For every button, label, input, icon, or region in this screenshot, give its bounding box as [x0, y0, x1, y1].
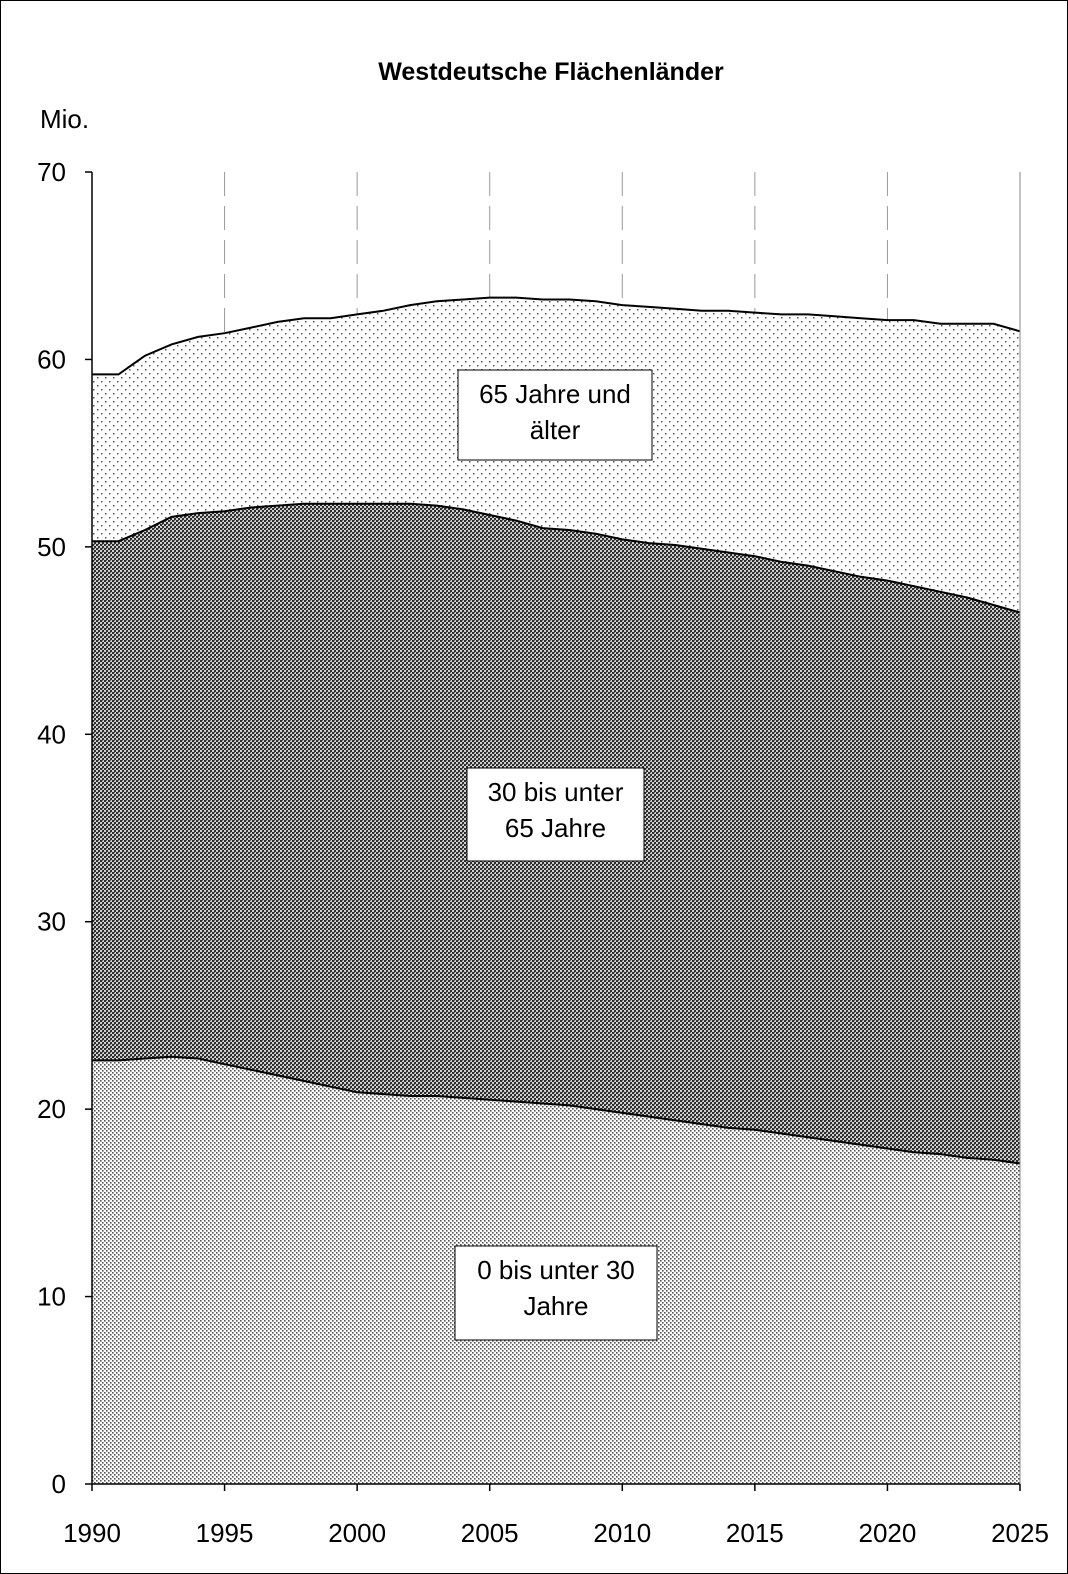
x-tick-label-2015: 2015 [726, 1518, 784, 1548]
x-tick-label-1990: 1990 [63, 1518, 121, 1548]
y-tick-label-60: 60 [37, 344, 66, 374]
area-label-2-line-1: 30 bis unter [488, 777, 624, 807]
area-label-3-line-1: 0 bis unter 30 [477, 1255, 635, 1285]
area-boundary-lines [92, 296, 1021, 1165]
series-boundary-line-3 [92, 296, 1021, 376]
axes: 0 10 20 30 40 50 60 70 1990 1995 2000 2005 2010 2015 2… [37, 157, 1049, 1548]
y-axis-unit-label: Mio. [40, 104, 89, 134]
series-boundary-line-2 [92, 502, 1021, 614]
y-tick-label-40: 40 [37, 719, 66, 749]
y-tick-label-50: 50 [37, 532, 66, 562]
area-label-1-line-1: 65 Jahre und [479, 379, 631, 409]
x-tick-label-1995: 1995 [196, 1518, 254, 1548]
area-label-box-3 [454, 1245, 658, 1341]
area-label-2: 30 bis unter 65 Jahre [466, 767, 645, 862]
y-tick-label-30: 30 [37, 907, 66, 937]
area-label-3-line-2: Jahre [523, 1291, 588, 1321]
area-label-box-2 [466, 767, 645, 862]
area-label-box-1 [457, 369, 653, 461]
area-label-2-line-2: 65 Jahre [505, 813, 606, 843]
y-tick-label-10: 10 [37, 1282, 66, 1312]
x-tick-label-2020: 2020 [859, 1518, 917, 1548]
chart-title: Westdeutsche Flächenländer [378, 58, 724, 86]
y-tick-label-70: 70 [37, 157, 66, 187]
x-tick-label-2000: 2000 [328, 1518, 386, 1548]
area-label-1-line-2: älter [530, 415, 581, 445]
y-tick-label-0: 0 [52, 1469, 66, 1499]
series-boundary-line-1 [92, 1055, 1021, 1165]
x-tick-label-2005: 2005 [461, 1518, 519, 1548]
area-labels: 65 Jahre und älter 30 bis unter 65 Jahre 0 b… [454, 369, 658, 1341]
x-tick-label-2010: 2010 [593, 1518, 651, 1548]
y-tick-label-20: 20 [37, 1094, 66, 1124]
area-label-3: 0 bis unter 30 Jahre [454, 1245, 658, 1341]
area-label-1: 65 Jahre und älter [457, 369, 653, 461]
x-tick-label-2025: 2025 [991, 1518, 1049, 1548]
